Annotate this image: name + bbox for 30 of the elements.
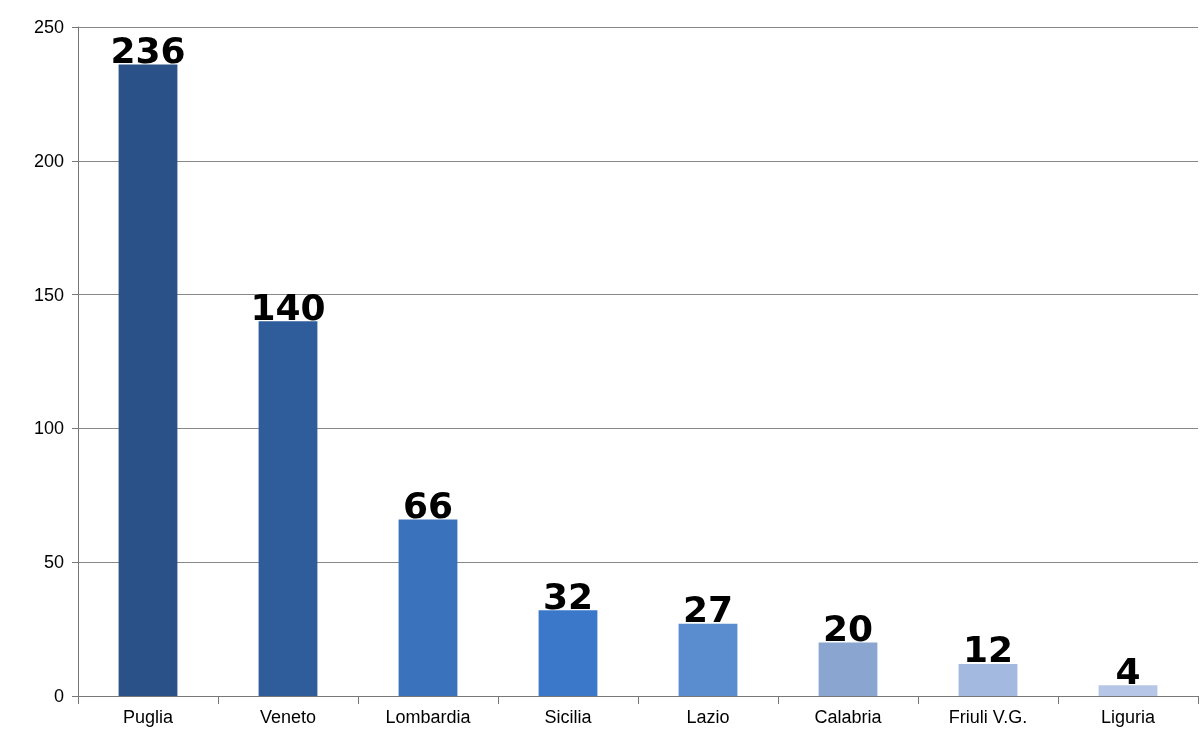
data-label: 32 xyxy=(542,575,594,617)
data-label: 236 xyxy=(110,29,186,71)
y-tick-label: 200 xyxy=(33,150,64,171)
x-tick-label: Calabria xyxy=(814,707,883,727)
y-tick-label: 250 xyxy=(33,17,64,37)
data-label: 140 xyxy=(250,286,326,328)
bar xyxy=(958,663,1018,696)
bar xyxy=(398,519,458,696)
data-label: 27 xyxy=(682,589,734,631)
x-tick-label: Liguria xyxy=(1100,707,1156,727)
y-tick-label: 150 xyxy=(33,284,64,305)
y-tick-label: 0 xyxy=(53,686,64,706)
x-tick-label: Veneto xyxy=(259,707,317,727)
x-tick-label: Sicilia xyxy=(544,707,593,727)
y-tick-label: 50 xyxy=(43,552,64,573)
y-tick-label: 100 xyxy=(33,418,64,439)
bar xyxy=(818,642,878,696)
bar xyxy=(538,610,598,696)
x-tick-label: Lombardia xyxy=(385,707,472,727)
bar xyxy=(1098,685,1158,696)
bar xyxy=(118,64,178,696)
data-label: 20 xyxy=(822,607,874,649)
data-label: 4 xyxy=(1115,650,1141,692)
bar xyxy=(678,623,738,696)
data-label: 66 xyxy=(402,484,454,526)
data-label: 12 xyxy=(962,629,1014,671)
bar xyxy=(258,321,318,696)
x-tick-label: Puglia xyxy=(122,707,174,727)
x-tick-label: Lazio xyxy=(686,707,730,727)
x-tick-label: Friuli V.G. xyxy=(948,707,1028,727)
